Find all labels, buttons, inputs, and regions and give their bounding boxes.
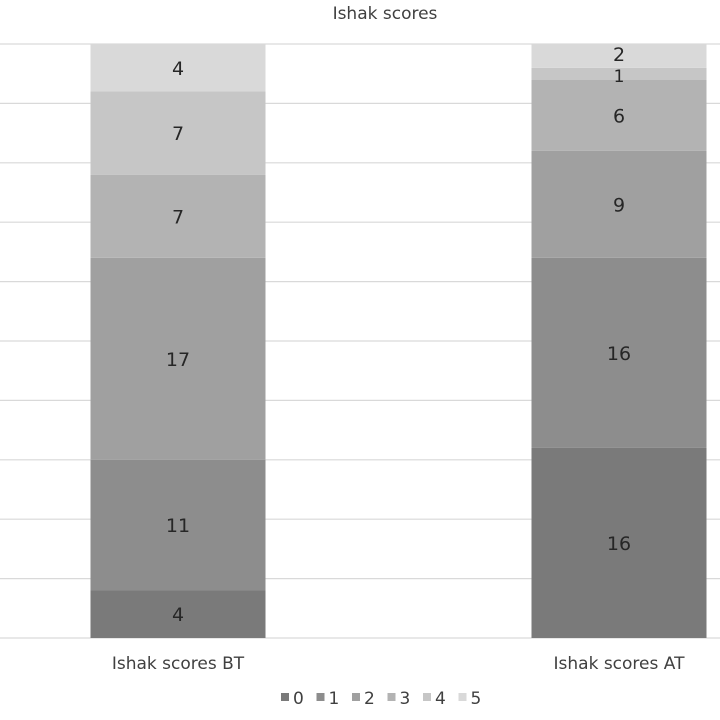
bar-segment — [90, 459, 266, 591]
data-label: 16 — [607, 343, 631, 365]
category-labels: Ishak scores BT Ishak scores AT — [112, 654, 685, 674]
legend-swatch — [352, 693, 360, 701]
bar-segment — [531, 44, 707, 68]
bar-segment — [90, 590, 266, 638]
category-label: Ishak scores AT — [554, 654, 686, 674]
category-label: Ishak scores BT — [112, 654, 245, 674]
legend-label: 1 — [329, 689, 340, 709]
data-label: 9 — [613, 194, 625, 216]
legend-label: 5 — [471, 689, 482, 709]
legend-swatch — [458, 693, 467, 701]
bar-segment — [531, 79, 707, 151]
legend-swatch — [316, 693, 325, 701]
legend-label: 2 — [364, 689, 375, 709]
data-labels: 4 11 17 7 7 4 16 16 9 6 12 — [166, 44, 631, 626]
legend: 0 1 2 3 4 5 — [281, 689, 481, 709]
chart-title: Ishak scores — [333, 4, 438, 24]
data-label: 4 — [172, 58, 184, 80]
bar-segment — [531, 150, 707, 258]
data-label: 1 — [614, 67, 625, 87]
legend-swatch — [387, 693, 396, 701]
data-label: 17 — [166, 349, 190, 371]
data-label: 7 — [172, 123, 184, 145]
data-label: 6 — [613, 105, 625, 127]
bar-segment — [90, 44, 266, 92]
data-label: 2 — [613, 44, 625, 66]
legend-label: 0 — [293, 689, 304, 709]
bar-segment — [531, 257, 707, 448]
data-label: 16 — [607, 533, 631, 555]
data-label: 4 — [172, 604, 184, 626]
data-label: 7 — [172, 206, 184, 228]
legend-swatch — [281, 693, 289, 701]
bar-segment — [531, 447, 707, 638]
bar-segment — [90, 257, 266, 460]
data-label: 11 — [166, 515, 190, 537]
legend-swatch — [423, 693, 431, 701]
bar-segment — [90, 174, 266, 258]
legend-label: 3 — [400, 689, 411, 709]
bar-segment — [531, 67, 707, 80]
bar-segment — [90, 91, 266, 175]
legend-label: 4 — [435, 689, 446, 709]
bars — [90, 44, 707, 638]
